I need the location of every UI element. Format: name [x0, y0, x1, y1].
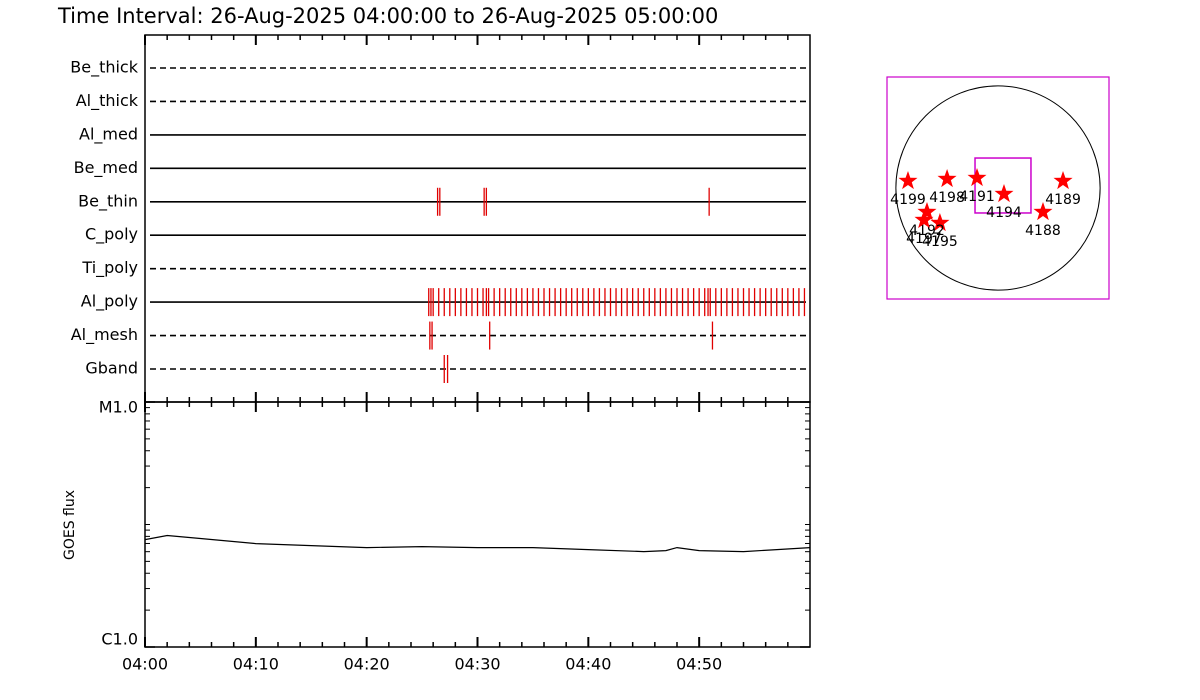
active-region-label: 4199: [890, 192, 926, 208]
panel-frame: [144, 34, 811, 403]
active-region-star: [930, 213, 950, 232]
active-region-star: [1053, 171, 1073, 190]
row-label: Al_thick: [76, 91, 139, 111]
y-tick-label: C1.0: [101, 630, 138, 649]
active-region-label: 4189: [1045, 192, 1081, 208]
active-region-star: [994, 184, 1014, 203]
row-label: Ti_poly: [81, 258, 138, 278]
x-tick-label: 04:00: [122, 655, 168, 674]
active-region-label: 4197: [906, 231, 942, 247]
active-region-label: 4194: [986, 205, 1022, 221]
x-tick-label: 04:30: [454, 655, 500, 674]
row-label: Gband: [85, 359, 138, 378]
row-label: Al_poly: [81, 292, 138, 312]
active-region-star: [898, 171, 918, 190]
x-tick-label: 04:40: [565, 655, 611, 674]
x-tick-label: 04:50: [676, 655, 722, 674]
x-tick-label: 04:10: [233, 655, 279, 674]
active-region-star: [967, 168, 987, 187]
active-region-star: [1033, 202, 1053, 221]
map-frame: [886, 76, 1110, 300]
row-label: Be_med: [74, 158, 138, 178]
fov-box: [974, 157, 1032, 214]
y-tick-label: M1.0: [99, 398, 138, 417]
active-region-star: [917, 202, 937, 221]
chart-title: Time Interval: 26-Aug-2025 04:00:00 to 2…: [57, 4, 718, 28]
goes-line: [144, 534, 811, 553]
row-label: Be_thick: [70, 58, 138, 78]
row-label: Al_mesh: [71, 325, 138, 345]
x-tick-label: 04:20: [344, 655, 390, 674]
row-label: Be_thin: [78, 191, 138, 211]
active-region-label: 4195: [922, 234, 958, 250]
y-axis-label: GOES flux: [62, 490, 78, 560]
active-region-label: 4192: [909, 223, 945, 239]
row-label: Al_med: [79, 124, 138, 144]
active-region-label: 4198: [929, 190, 965, 206]
active-region-star: [914, 210, 934, 229]
panel-frame: [144, 401, 811, 648]
row-label: C_poly: [85, 225, 138, 245]
active-region-label: 4188: [1025, 223, 1061, 239]
solar-limb: [895, 85, 1101, 291]
active-region-label: 4191: [959, 189, 995, 205]
active-region-star: [937, 169, 957, 188]
